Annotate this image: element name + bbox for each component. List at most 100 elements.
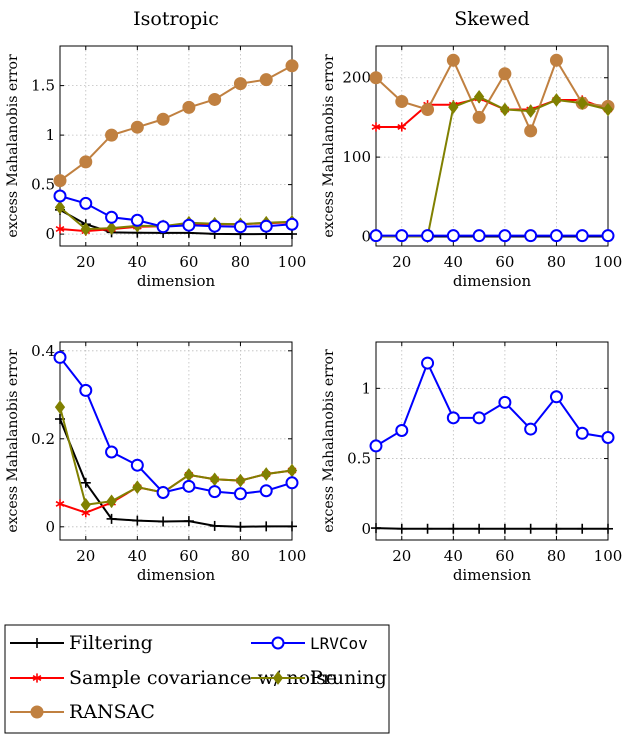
x-tick-label: 60 bbox=[179, 547, 198, 565]
chart-panel-1: 20 40 60 80 100 0 0.5 1 1.5 Isotropic dimension exc… bbox=[5, 8, 306, 290]
data-point-lrvcov bbox=[53, 350, 67, 364]
legend-marker bbox=[272, 671, 284, 685]
data-point-lrvcov bbox=[79, 383, 93, 397]
data-point-filtering bbox=[235, 521, 246, 532]
data-point-ransac bbox=[156, 112, 170, 126]
x-axis-label: dimension bbox=[453, 566, 532, 584]
data-point-pruning bbox=[106, 221, 117, 236]
y-axis-label: excess Mahalanobis error bbox=[321, 54, 337, 238]
data-point-filtering bbox=[261, 521, 272, 532]
plot-frame bbox=[375, 341, 609, 541]
data-point-pruning bbox=[235, 473, 246, 488]
legend-frame bbox=[4, 624, 390, 734]
data-point-lrvcov bbox=[182, 479, 196, 493]
x-tick-label: 40 bbox=[444, 253, 463, 271]
data-point-ransac bbox=[524, 124, 538, 138]
legend-label: Pruning bbox=[310, 667, 387, 689]
data-point-pruning bbox=[80, 497, 91, 512]
data-point-lrvcov bbox=[105, 445, 119, 459]
data-point-lrvcov bbox=[498, 395, 512, 409]
data-point-lrvcov bbox=[156, 220, 170, 234]
y-tick-label: 0.4 bbox=[31, 342, 55, 360]
grid bbox=[376, 342, 609, 540]
data-point-lrvcov bbox=[369, 229, 383, 243]
data-point-lrvcov bbox=[601, 229, 615, 243]
data-point-filtering bbox=[499, 523, 510, 534]
data-point-ransac bbox=[259, 73, 273, 87]
data-point-ransac bbox=[285, 59, 299, 73]
data-point-ransac bbox=[549, 53, 563, 67]
data-point-lrvcov bbox=[601, 430, 615, 444]
data-point-ransac bbox=[105, 128, 119, 142]
data-point-sample-covariance-w-noise bbox=[371, 122, 381, 132]
grid bbox=[60, 46, 293, 246]
data-point-filtering bbox=[603, 523, 613, 534]
data-point-pruning bbox=[473, 89, 485, 104]
series-line-lrvcov bbox=[375, 360, 609, 447]
legend-item-filtering: Filtering bbox=[10, 632, 153, 654]
legend-item-ransac: RANSAC bbox=[10, 701, 155, 723]
data-point-filtering bbox=[577, 523, 588, 534]
data-point-filtering bbox=[132, 515, 143, 526]
data-point-ransac bbox=[446, 53, 460, 67]
data-point-lrvcov bbox=[233, 220, 247, 234]
data-point-pruning bbox=[183, 468, 195, 482]
data-point-lrvcov bbox=[575, 229, 589, 243]
data-point-pruning bbox=[577, 96, 588, 110]
x-tick-label: 80 bbox=[547, 253, 566, 271]
data-point-ransac bbox=[395, 95, 409, 109]
y-tick-label: 100 bbox=[342, 148, 371, 166]
data-point-lrvcov bbox=[208, 485, 222, 499]
data-point-sample-covariance-w-noise bbox=[397, 122, 407, 132]
data-point-lrvcov bbox=[524, 229, 538, 243]
data-point-lrvcov bbox=[575, 426, 589, 440]
data-point-filtering bbox=[158, 516, 169, 527]
series-line-filtering bbox=[375, 527, 608, 530]
data-point-filtering bbox=[183, 516, 194, 527]
data-point-lrvcov bbox=[182, 218, 196, 232]
data-point-filtering bbox=[80, 477, 91, 488]
grid bbox=[60, 342, 293, 540]
x-axis-label: dimension bbox=[137, 272, 216, 290]
data-point-pruning bbox=[209, 472, 220, 487]
data-point-filtering bbox=[551, 523, 562, 534]
series-line-pruning bbox=[59, 206, 293, 231]
data-point-pruning bbox=[525, 104, 536, 118]
series-line-lrvcov bbox=[59, 356, 293, 495]
data-point-filtering bbox=[448, 523, 459, 534]
data-point-filtering bbox=[396, 523, 407, 534]
chart-panel-4: 20 40 60 80 100 0 0.5 1 dimension excess Mahalano… bbox=[321, 341, 622, 584]
data-point-lrvcov bbox=[549, 229, 563, 243]
data-point-ransac bbox=[498, 67, 512, 81]
plot-frame bbox=[59, 341, 293, 541]
chart-panel-2: 20 40 60 80 100 0 100 200 Skewed dimension excess … bbox=[321, 8, 622, 290]
data-point-lrvcov bbox=[79, 196, 93, 210]
series-line-lrvcov bbox=[59, 195, 293, 228]
series-line-filtering bbox=[59, 418, 292, 528]
data-point-filtering bbox=[474, 523, 485, 534]
series-line-ransac bbox=[59, 64, 293, 182]
data-point-ransac bbox=[79, 155, 93, 169]
data-point-lrvcov bbox=[130, 213, 144, 227]
x-tick-label: 100 bbox=[594, 253, 623, 271]
y-axis-label: excess Mahalanobis error bbox=[321, 349, 337, 533]
chart-panel-3: 20 40 60 80 100 0 0.2 0.4 dimension excess Mahala… bbox=[5, 341, 306, 584]
series-line-pruning bbox=[376, 95, 609, 238]
series-group bbox=[369, 356, 615, 534]
legend-item-sample-covariance-w-noise: Sample covariance w/ noise bbox=[10, 667, 337, 689]
data-point-pruning bbox=[499, 102, 511, 117]
legend-item-lrvcov: LRVCov bbox=[251, 634, 368, 653]
data-point-filtering bbox=[209, 520, 220, 531]
series-group bbox=[53, 59, 299, 240]
data-point-pruning bbox=[448, 100, 459, 114]
x-tick-label: 80 bbox=[231, 253, 250, 271]
data-point-pruning bbox=[80, 222, 91, 237]
data-point-lrvcov bbox=[285, 476, 299, 490]
x-tick-label: 80 bbox=[547, 547, 566, 565]
legend-marker bbox=[30, 705, 44, 719]
x-tick-label: 40 bbox=[128, 253, 147, 271]
y-tick-label: 1 bbox=[45, 126, 55, 144]
legend: Filtering LRVCov Sample covariance w/ nois… bbox=[4, 624, 390, 734]
data-point-ransac bbox=[233, 77, 247, 91]
